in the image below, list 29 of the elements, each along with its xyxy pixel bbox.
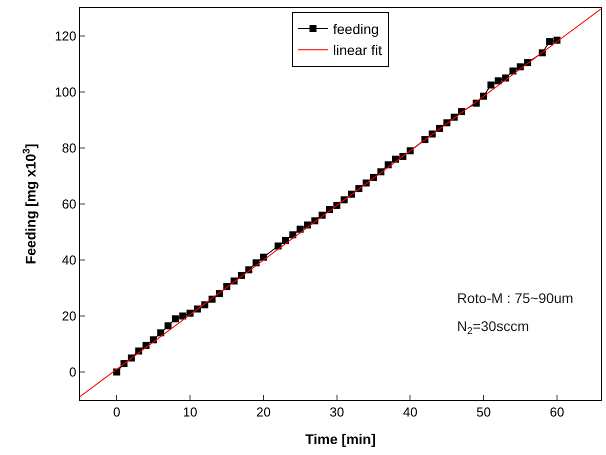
point bbox=[494, 77, 502, 84]
y-tick-label: 80 bbox=[62, 140, 76, 156]
x-tick-label: 10 bbox=[182, 404, 198, 420]
y-tick-label: 20 bbox=[62, 308, 76, 324]
point bbox=[487, 82, 494, 88]
legend-label: linear fit bbox=[333, 42, 382, 58]
point bbox=[172, 315, 179, 322]
legend-label: feeding bbox=[333, 20, 379, 37]
x-tick-label: 0 bbox=[113, 404, 120, 420]
annotation: N$_{2}$=30sccm bbox=[457, 318, 529, 337]
y-tick-label: 120 bbox=[54, 28, 76, 44]
x-tick-label: 60 bbox=[550, 404, 564, 420]
x-tick-label: 40 bbox=[402, 404, 418, 420]
point bbox=[179, 312, 186, 320]
point bbox=[164, 322, 172, 330]
y-tick-label: 60 bbox=[62, 196, 76, 212]
annotation: Roto-M : 75~90um bbox=[457, 290, 574, 306]
y-tick-label: 40 bbox=[62, 252, 76, 268]
point bbox=[260, 254, 267, 261]
y-tick-label: 0 bbox=[69, 364, 76, 380]
x-tick-label: 30 bbox=[330, 404, 344, 420]
y-tick-label: 100 bbox=[54, 84, 76, 100]
x-tick-label: 50 bbox=[476, 404, 491, 420]
point bbox=[157, 329, 164, 336]
point bbox=[509, 68, 516, 74]
point bbox=[546, 38, 554, 46]
x-tick-label: 20 bbox=[256, 404, 271, 420]
point bbox=[296, 226, 304, 233]
x-axis-title: Time [min] bbox=[305, 430, 376, 447]
